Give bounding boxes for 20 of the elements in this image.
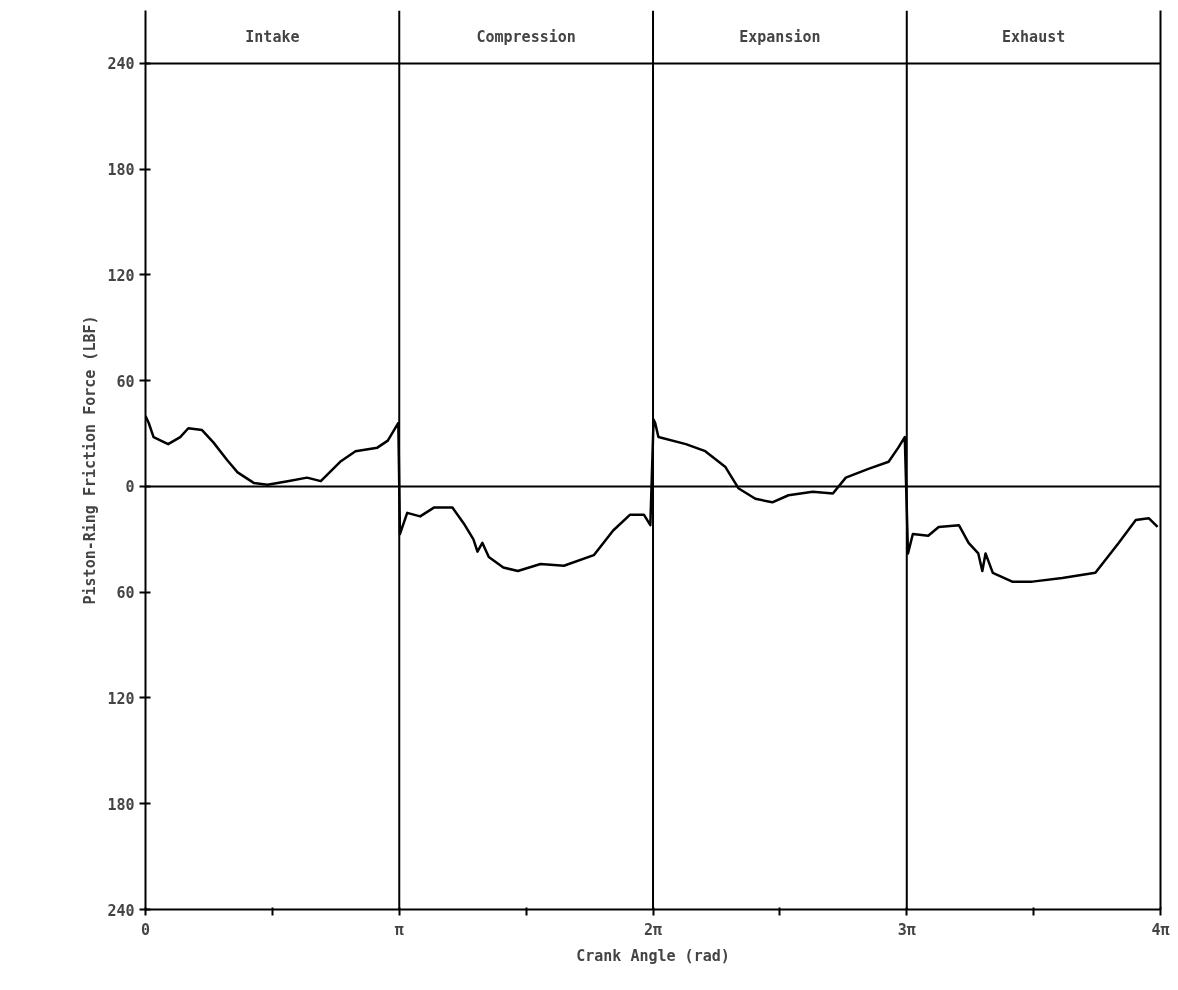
y-tick-label: 0	[125, 478, 135, 497]
y-tick-label: 120	[107, 689, 135, 708]
x-tick-label: 0	[140, 920, 151, 939]
annotation: Intake	[245, 28, 300, 47]
y-axis-title: Piston-Ring Friction Force (LBF)	[81, 315, 100, 605]
x-tick-label: π	[394, 920, 404, 939]
y-tick-label: 60	[116, 372, 135, 391]
y-tick-label: 180	[107, 795, 135, 814]
annotation: Compression	[476, 28, 576, 47]
y-tick-label: 180	[107, 161, 135, 180]
x-tick-label: 4π	[1151, 920, 1170, 939]
annotation: Expansion	[739, 28, 821, 47]
y-tick-label: 240	[107, 55, 135, 74]
x-tick-label: 2π	[643, 920, 663, 939]
y-tick-label: 120	[107, 266, 135, 285]
x-tick-label: 3π	[897, 920, 916, 939]
y-tick-label: 60	[116, 584, 135, 603]
x-axis-title: Crank Angle (rad)	[576, 946, 730, 965]
y-tick-label: 240	[107, 901, 135, 920]
annotation: Exhaust	[1002, 28, 1066, 47]
